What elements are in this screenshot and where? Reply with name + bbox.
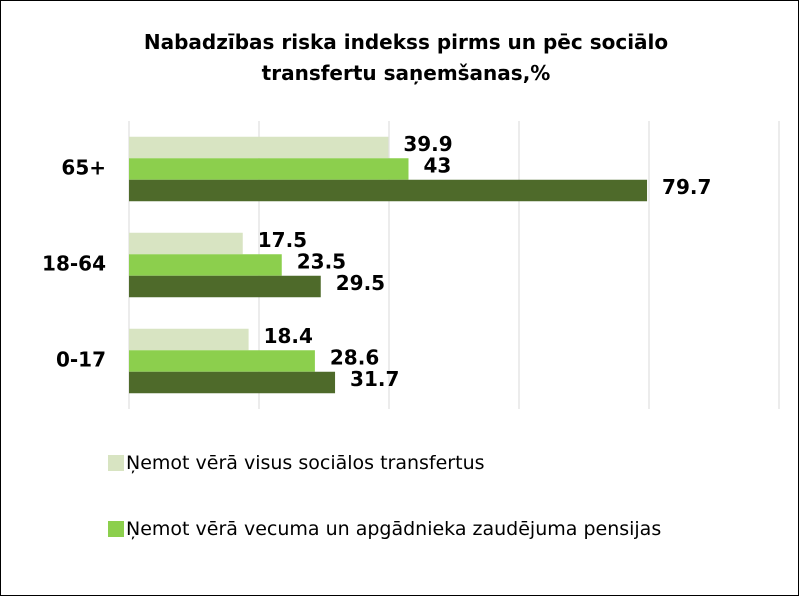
value-label: 43 xyxy=(424,154,452,178)
value-label: 28.6 xyxy=(330,346,379,370)
bar xyxy=(129,328,249,351)
legend-label: Ņemot vērā vecuma un apgādnieka zaudējum… xyxy=(126,518,662,540)
value-label: 39.9 xyxy=(403,132,452,156)
chart-title: Nabadzības riska indekss pirms un pēc so… xyxy=(143,30,669,85)
bar xyxy=(129,371,336,394)
bar xyxy=(129,350,315,372)
bar xyxy=(129,232,243,255)
value-label: 29.5 xyxy=(336,271,385,295)
bar xyxy=(129,136,389,159)
value-label: 18.4 xyxy=(264,324,313,348)
y-tick-label: 0-17 xyxy=(56,348,106,372)
value-label: 79.7 xyxy=(662,175,711,199)
value-label: 31.7 xyxy=(350,367,399,391)
bar xyxy=(129,158,409,180)
legend-swatch xyxy=(108,455,124,471)
legend-label: Ņemot vērā visus sociālos transfertus xyxy=(126,452,485,474)
value-label: 23.5 xyxy=(297,250,346,274)
y-tick-label: 65+ xyxy=(61,156,106,180)
bar xyxy=(129,275,321,298)
legend-swatch xyxy=(108,521,124,537)
legend-item: Ņemot vērā visus sociālos transfertus xyxy=(108,447,728,479)
value-label: 17.5 xyxy=(258,228,307,252)
bar xyxy=(129,179,648,202)
bar xyxy=(129,254,282,276)
y-tick-label: 18-64 xyxy=(42,252,106,276)
legend-item: Ņemot vērā vecuma un apgādnieka zaudējum… xyxy=(108,513,728,545)
